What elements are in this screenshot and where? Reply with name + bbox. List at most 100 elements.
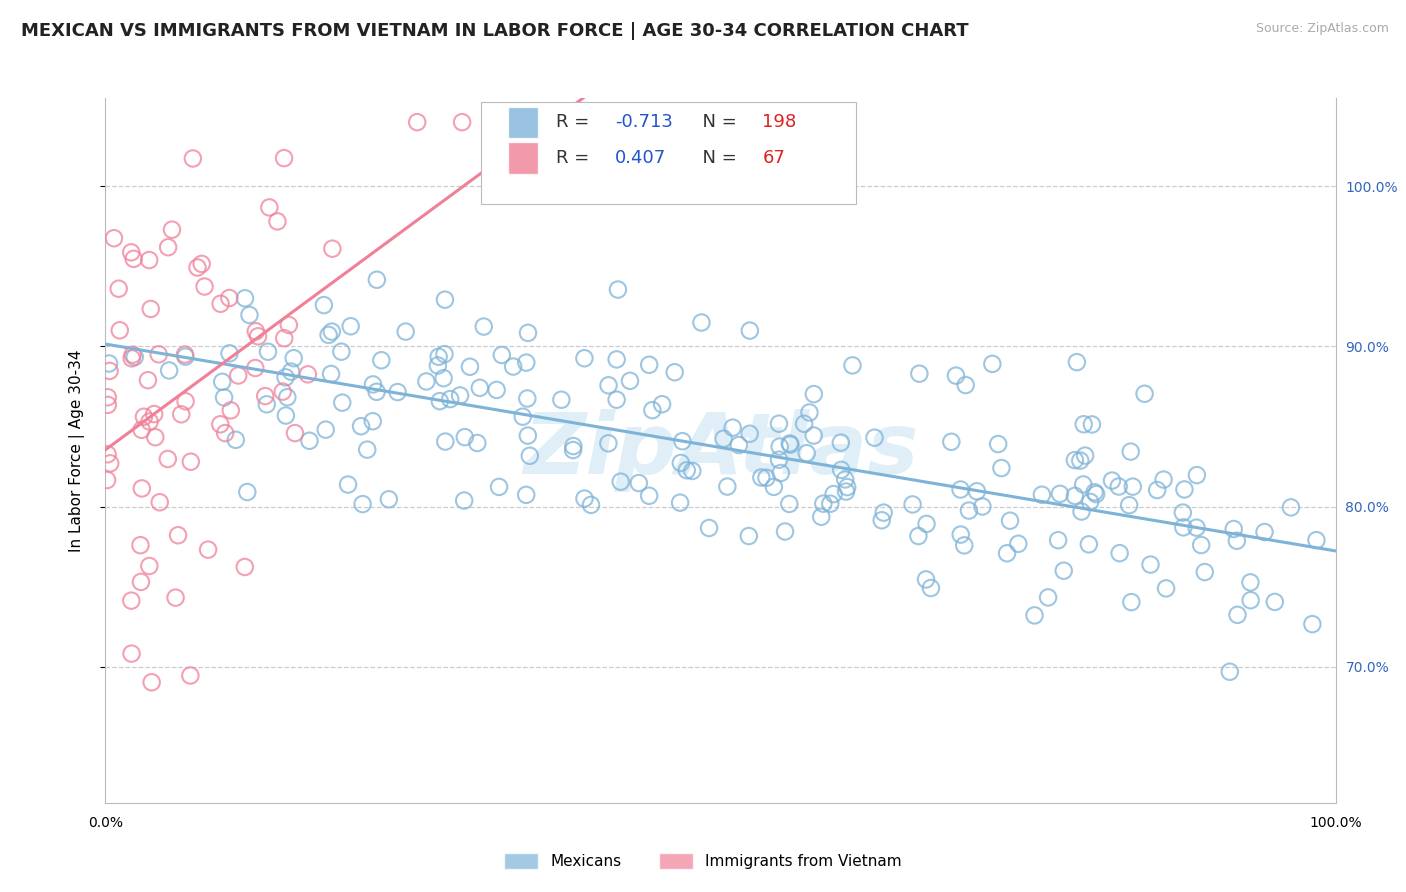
Point: [98, 357, 121, 371]
Point: [793, 417, 815, 431]
Point: [245, 361, 267, 376]
Point: [190, 257, 212, 271]
Point: [641, 403, 664, 417]
Text: R =: R =: [555, 113, 595, 131]
Point: [256, 397, 278, 411]
Point: [1219, 665, 1241, 679]
Point: [132, 409, 155, 424]
Point: [778, 497, 800, 511]
Point: [1073, 417, 1095, 432]
Point: [669, 496, 692, 510]
Text: -0.713: -0.713: [614, 113, 672, 131]
Point: [138, 253, 160, 268]
Point: [129, 538, 152, 552]
Point: [837, 480, 859, 494]
Point: [598, 378, 620, 392]
Point: [690, 316, 713, 330]
Point: [298, 434, 321, 448]
Point: [370, 353, 392, 368]
Point: [820, 497, 842, 511]
Point: [330, 395, 353, 409]
Point: [1108, 479, 1130, 493]
Point: [395, 325, 418, 339]
Text: 0.407: 0.407: [614, 149, 666, 167]
Point: [512, 409, 534, 424]
Point: [319, 367, 342, 381]
Point: [274, 370, 297, 384]
Point: [429, 394, 451, 409]
Point: [606, 392, 628, 407]
Point: [122, 252, 145, 266]
Point: [180, 455, 202, 469]
Point: [972, 500, 994, 514]
Point: [1305, 533, 1327, 548]
Point: [121, 647, 143, 661]
Point: [515, 488, 537, 502]
Point: [1153, 473, 1175, 487]
Point: [361, 414, 384, 428]
Point: [143, 407, 166, 421]
Point: [638, 489, 661, 503]
Point: [823, 487, 845, 501]
Point: [1047, 533, 1070, 548]
Point: [138, 415, 160, 429]
Point: [738, 529, 761, 543]
Text: N =: N =: [692, 149, 742, 167]
Point: [312, 298, 335, 312]
Point: [1185, 468, 1208, 483]
Point: [257, 344, 280, 359]
Point: [1119, 444, 1142, 458]
Point: [803, 428, 825, 442]
Point: [277, 318, 299, 332]
Point: [451, 115, 474, 129]
Point: [120, 593, 142, 607]
Point: [458, 359, 481, 374]
Point: [1063, 489, 1085, 503]
Point: [873, 506, 896, 520]
Point: [468, 381, 491, 395]
Text: Source: ZipAtlas.com: Source: ZipAtlas.com: [1256, 22, 1389, 36]
Point: [274, 409, 297, 423]
Point: [273, 151, 295, 165]
Point: [955, 378, 977, 392]
Point: [366, 384, 388, 399]
Point: [218, 291, 240, 305]
Point: [574, 491, 596, 506]
Point: [1173, 483, 1195, 497]
Point: [1071, 477, 1094, 491]
Point: [562, 443, 585, 458]
Point: [1070, 504, 1092, 518]
Point: [609, 475, 631, 489]
Point: [721, 420, 744, 434]
Point: [350, 419, 373, 434]
Point: [98, 364, 121, 378]
Point: [160, 222, 183, 236]
Point: [174, 350, 197, 364]
Point: [138, 559, 160, 574]
Point: [516, 392, 538, 406]
Point: [330, 344, 353, 359]
Point: [434, 434, 457, 449]
Point: [713, 432, 735, 446]
Point: [427, 350, 450, 364]
Point: [769, 466, 792, 480]
Point: [619, 374, 641, 388]
Point: [321, 242, 343, 256]
Point: [945, 368, 967, 383]
Point: [664, 365, 686, 379]
Point: [835, 484, 858, 499]
Point: [768, 452, 790, 467]
Point: [953, 538, 976, 552]
Text: MEXICAN VS IMMIGRANTS FROM VIETNAM IN LABOR FORCE | AGE 30-34 CORRELATION CHART: MEXICAN VS IMMIGRANTS FROM VIETNAM IN LA…: [21, 22, 969, 40]
Point: [131, 482, 153, 496]
Point: [218, 346, 240, 360]
Point: [799, 405, 821, 419]
Point: [148, 347, 170, 361]
Point: [179, 668, 201, 682]
Point: [186, 260, 208, 275]
Point: [1081, 417, 1104, 432]
Point: [813, 497, 835, 511]
Point: [387, 385, 409, 400]
Point: [454, 430, 477, 444]
FancyBboxPatch shape: [481, 102, 856, 204]
